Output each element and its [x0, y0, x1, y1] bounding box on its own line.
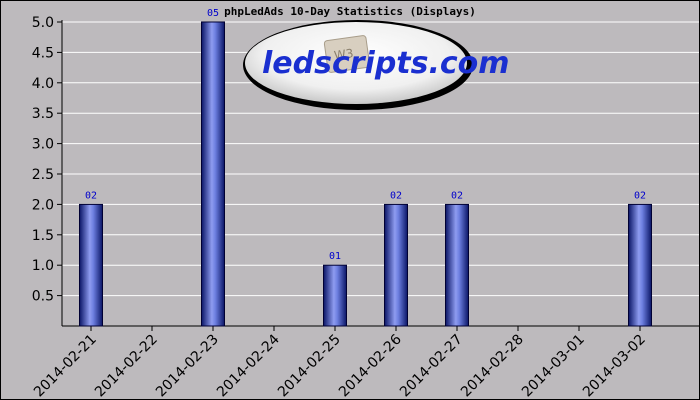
bars: [79, 21, 652, 327]
logo-badge-icon: [323, 35, 371, 73]
y-tick-label: 3.5: [32, 106, 54, 122]
bar: [445, 203, 469, 327]
logo-badge-text: W3: [333, 46, 354, 63]
y-tick-label: 5.0: [32, 15, 54, 31]
y-tick-label: 3.0: [32, 137, 54, 153]
data-label: 02: [85, 190, 97, 201]
logo-text: ledscripts.com: [262, 46, 510, 81]
y-tick-label: 4.0: [32, 76, 54, 92]
bar: [323, 264, 347, 327]
data-label: 05: [207, 8, 219, 19]
data-label: 02: [451, 190, 463, 201]
bar: [79, 203, 103, 327]
y-tick-label: 2.0: [32, 197, 54, 213]
y-tick-label: 1.0: [32, 258, 54, 274]
y-tick-label: 0.5: [32, 289, 54, 305]
data-label: 02: [634, 190, 646, 201]
ledscripts-logo: W3 ledscripts.com: [243, 20, 510, 110]
data-label: 01: [329, 251, 341, 262]
chart-title: phpLedAds 10-Day Statistics (Displays): [224, 5, 476, 18]
y-tick-label: 2.5: [32, 167, 54, 183]
bar: [384, 203, 408, 327]
bar: [628, 203, 652, 327]
y-tick-labels: 0.5 1.0 1.5 2.0 2.5 3.0 3.5 4.0 4.5 5.0: [32, 15, 54, 305]
y-tick-label: 4.5: [32, 45, 54, 61]
y-tick-label: 1.5: [32, 228, 54, 244]
bar: [201, 21, 225, 327]
data-label: 02: [390, 190, 402, 201]
data-labels: 02 05 01 02 02 02: [85, 8, 646, 262]
